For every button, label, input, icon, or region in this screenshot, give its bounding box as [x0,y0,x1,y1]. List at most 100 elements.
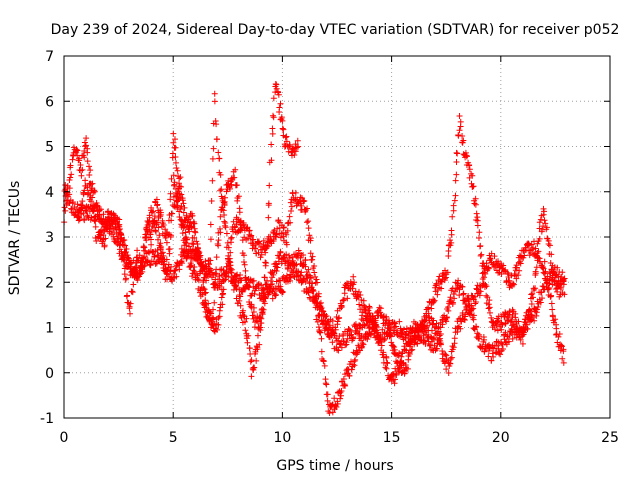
data-point [279,117,286,124]
data-point [452,177,459,184]
data-point [479,270,486,277]
data-point [178,203,185,210]
data-point [118,232,125,239]
data-point [536,219,543,226]
data-point [210,145,217,152]
data-point [340,338,347,345]
data-point [481,348,488,355]
data-point [335,315,342,322]
data-point [246,344,253,351]
data-point [270,230,277,237]
data-point [81,154,88,161]
data-point [160,261,167,268]
data-point [342,342,349,349]
data-point [356,301,363,308]
data-point [325,333,332,340]
data-point [223,230,230,237]
data-point [126,310,133,317]
data-point [324,391,331,398]
data-point [509,335,516,342]
data-point [485,301,492,308]
data-point [407,336,414,343]
data-point [500,267,507,274]
data-point [176,213,183,220]
data-point [322,318,329,325]
data-point [344,335,351,342]
data-point [402,346,409,353]
data-point [539,295,546,302]
data-point [560,359,567,366]
data-point [86,180,93,187]
data-point [361,322,368,329]
data-point [84,184,91,191]
data-point [268,157,275,164]
data-point [388,333,395,340]
data-point [260,306,267,313]
data-point [466,166,473,173]
data-point [316,328,323,335]
data-point [282,134,289,141]
data-point [555,333,562,340]
data-point [243,315,250,322]
data-point [300,198,307,205]
data-point [179,230,186,237]
data-point [212,325,219,332]
data-point [100,231,107,238]
data-point [173,165,180,172]
data-point [340,376,347,383]
data-point [437,331,444,338]
data-point [163,256,170,263]
data-point [175,180,182,187]
data-point [366,310,373,317]
data-point [466,162,473,169]
data-point [428,305,435,312]
data-point [474,222,481,229]
data-point [293,144,300,151]
data-point [447,237,454,244]
data-point [508,272,515,279]
x-tick-label: 20 [492,430,510,446]
data-point [209,269,216,276]
data-point [171,136,178,143]
data-point [436,335,443,342]
data-point [209,177,216,184]
data-point [530,244,537,251]
data-point [218,294,225,301]
data-point [454,150,461,157]
data-point [273,291,280,298]
data-point [352,356,359,363]
data-point [482,270,489,277]
data-point [256,240,263,247]
data-point [220,199,227,206]
data-point [277,248,284,255]
data-point [334,346,341,353]
data-point [402,335,409,342]
data-point [199,291,206,298]
data-point [396,318,403,325]
data-point [453,149,460,156]
data-point [502,329,509,336]
data-point [377,305,384,312]
data-point [341,381,348,388]
data-point [304,219,311,226]
data-point [270,112,277,119]
data-point [255,281,262,288]
data-point [144,257,151,264]
data-point [377,338,384,345]
data-point [227,249,234,256]
data-point [383,365,390,372]
data-point [284,265,291,272]
data-point [91,214,98,221]
data-point [543,224,550,231]
data-point [254,346,261,353]
data-point [400,360,407,367]
data-point [494,318,501,325]
data-point [451,197,458,204]
data-point [352,321,359,328]
data-point [144,221,151,228]
data-point [456,113,463,120]
data-point [448,354,455,361]
data-point [218,186,225,193]
data-point [331,330,338,337]
data-point [542,220,549,227]
